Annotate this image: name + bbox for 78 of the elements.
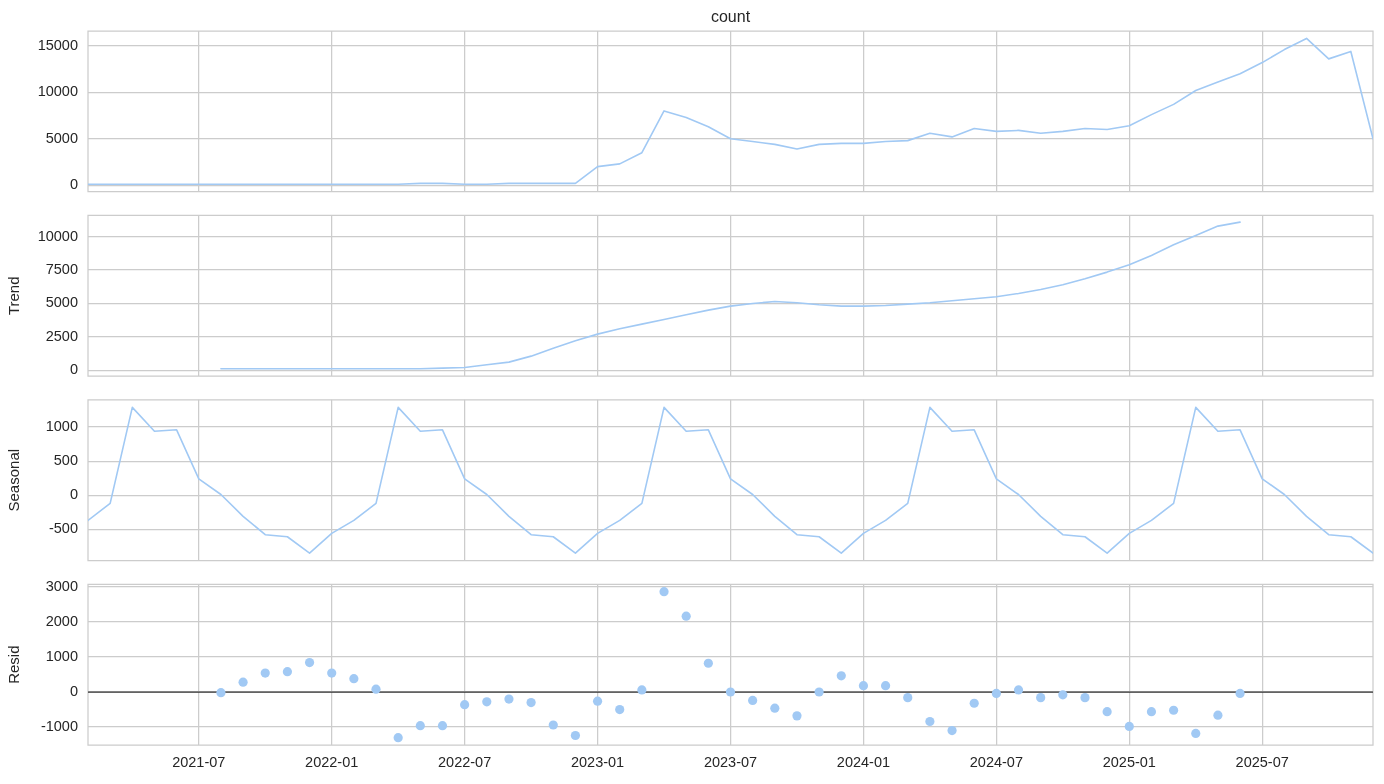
point	[304, 657, 315, 668]
y-tick-label: 10000	[37, 227, 78, 244]
point	[903, 693, 913, 703]
point	[1058, 690, 1068, 700]
point	[681, 611, 691, 621]
y-tick-label: 3000	[45, 577, 78, 594]
point	[526, 697, 536, 708]
point	[1169, 705, 1179, 715]
y-tick-label: 7500	[45, 261, 78, 278]
point	[238, 677, 248, 687]
x-tick-label: 2023-01	[570, 753, 625, 770]
x-tick-label: 2022-07	[438, 753, 492, 770]
y-axis-title: Resid	[5, 645, 23, 684]
x-tick-label: 2021-07	[172, 753, 226, 770]
point	[482, 697, 492, 707]
y-tick-label: 10000	[37, 83, 78, 100]
point	[393, 733, 403, 743]
y-tick-label: 0	[69, 361, 78, 378]
y-tick-label: 0	[69, 486, 78, 503]
x-tick-label: 2025-01	[1102, 753, 1156, 770]
point	[703, 658, 713, 668]
y-axis-title: Trend	[5, 276, 23, 316]
point	[349, 674, 359, 684]
point	[947, 726, 957, 736]
point	[1102, 707, 1112, 717]
point	[969, 698, 979, 708]
y-tick-label: 1000	[45, 418, 78, 435]
point	[548, 720, 558, 730]
point	[1191, 728, 1201, 739]
point	[415, 721, 425, 731]
point	[770, 703, 780, 713]
y-tick-label: 0	[69, 176, 78, 193]
y-tick-label: -500	[48, 520, 78, 537]
point	[858, 681, 869, 691]
point	[437, 721, 448, 731]
point	[1124, 721, 1134, 731]
x-tick-label: 2025-07	[1235, 753, 1289, 770]
x-tick-label: 2024-01	[836, 753, 891, 770]
x-tick-label: 2022-01	[305, 753, 359, 770]
point	[659, 587, 669, 597]
point	[460, 700, 470, 710]
point	[925, 716, 935, 727]
y-tick-label: 1000	[45, 647, 78, 664]
point	[570, 730, 581, 741]
point	[1036, 693, 1046, 703]
point	[748, 695, 758, 706]
point	[814, 687, 824, 697]
point	[1235, 688, 1245, 699]
y-tick-label: 500	[53, 452, 78, 469]
point	[792, 711, 802, 721]
point	[615, 704, 625, 715]
point	[504, 694, 514, 704]
point	[1080, 693, 1090, 703]
y-tick-label: 5000	[45, 294, 78, 311]
point	[216, 688, 226, 698]
y-tick-label: 0	[69, 683, 78, 700]
point	[592, 696, 603, 706]
point	[371, 684, 381, 694]
y-tick-label: -1000	[40, 718, 78, 735]
y-tick-label: 2500	[45, 327, 78, 344]
point	[880, 681, 891, 691]
point	[836, 671, 846, 681]
y-tick-label: 2000	[45, 612, 78, 629]
point	[725, 687, 736, 697]
x-tick-label: 2024-07	[969, 753, 1023, 770]
point	[1013, 685, 1024, 695]
chart-title: count	[710, 8, 751, 26]
point	[1146, 707, 1157, 717]
point	[260, 668, 270, 678]
x-tick-label: 2023-07	[703, 753, 758, 770]
point	[282, 667, 292, 677]
y-axis-title: Seasonal	[5, 448, 23, 512]
point	[637, 685, 647, 695]
point	[991, 688, 1001, 699]
y-tick-label: 15000	[37, 36, 78, 53]
y-tick-label: 5000	[45, 129, 78, 146]
point	[1213, 710, 1223, 720]
point	[327, 668, 337, 678]
